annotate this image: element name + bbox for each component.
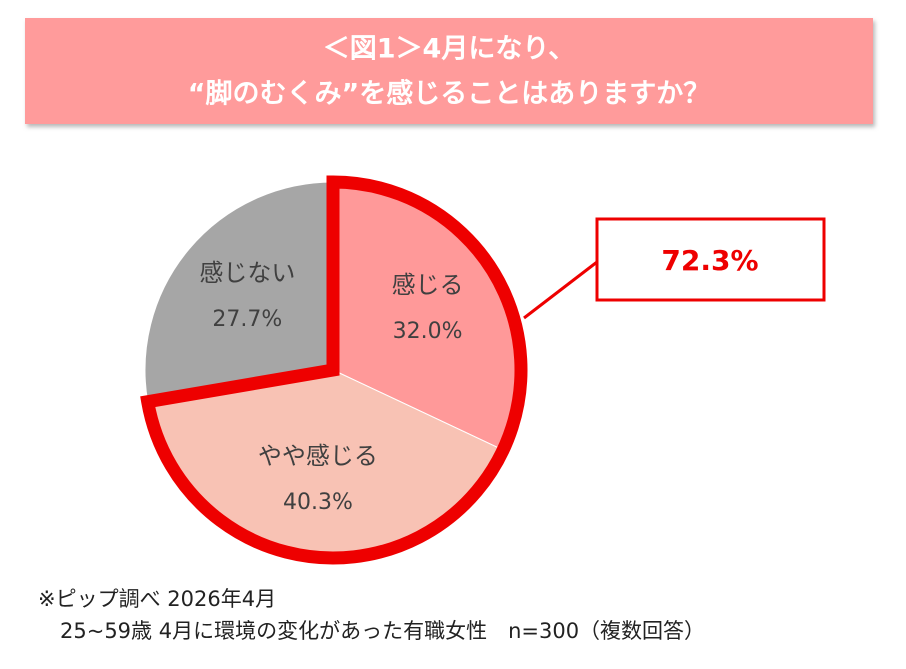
value-label: 32.0% [393,319,463,344]
note: ※ピップ調べ 2026年4月 [38,587,276,611]
note: 25~59歳 4月に環境の変化があった有職女性 n=300（複数回答） [60,619,705,643]
value-label: 40.3% [283,490,353,515]
callout-box [595,217,826,302]
chart-title: ＜図1＞4月になり、 [323,34,576,65]
chart-title: “脚のむくみ”を感じることはありますか？ [188,78,711,110]
title-banner [25,18,873,124]
value-label: 27.7% [212,307,282,332]
callout-line [523,260,598,320]
slice-label: 感じる [392,271,464,299]
pie: 感じる 32.0% やや感じる 40.3% 感じない 27.7% [140,175,528,565]
callout-text: 72.3% [661,244,758,277]
slice-label: やや感じる [258,442,378,470]
slice-label: 感じない [199,259,295,287]
highlight-outline [140,175,528,565]
pie-slice [144,181,334,403]
